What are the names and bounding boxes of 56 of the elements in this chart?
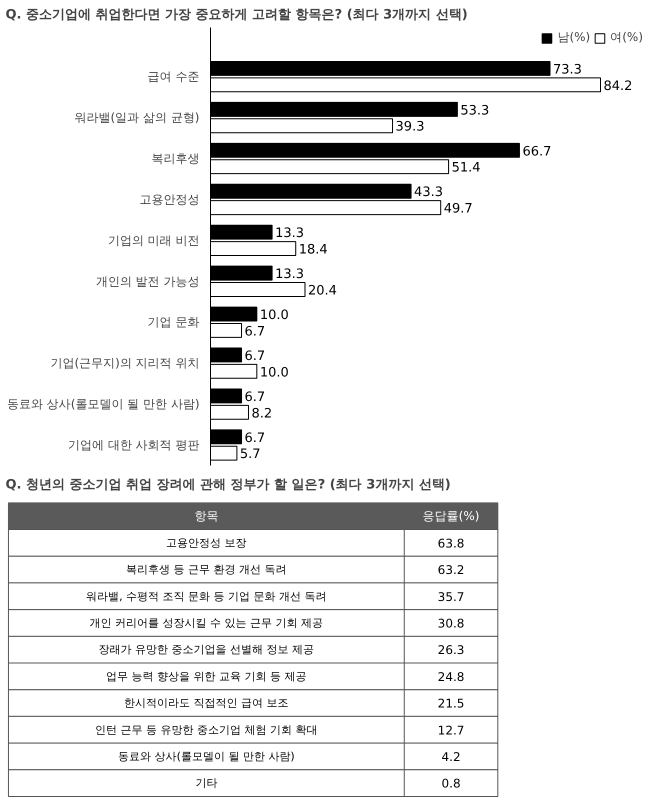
category-label: 장래가 유망한 중소기업을 선별해 정보 제공 (98, 643, 314, 656)
data-label: 21.5 (438, 696, 464, 711)
text: Q. 청년의 중소기업 취업 장려에 관해 정부가 할 일은? (최다 3개까지 선택) (6, 478, 451, 492)
data-label: 5.7 (240, 447, 261, 462)
category-label: 한시적이라도 직접적인 급여 보조 (124, 696, 289, 710)
chart-title: Q. 중소기업에 취업한다면 가장 중요하게 고려할 항목은? (최다 3개까지 선택) (6, 8, 468, 22)
category-label: 워라밸, 수평적 조직 문화 등 기업 문화 개선 독려 (86, 590, 327, 603)
data-label: 53.3 (460, 103, 490, 118)
y-tick-label: 고용안정성 (140, 192, 200, 206)
data-label: 6.7 (244, 430, 266, 446)
data-label: 26.3 (438, 643, 464, 658)
y-tick-label: 급여 수준 (148, 70, 200, 84)
data-label: 49.7 (444, 202, 473, 217)
data-label: 8.2 (251, 406, 272, 422)
data-label: 35.7 (438, 590, 464, 604)
data-label: 51.4 (452, 160, 481, 176)
text: 항목 (194, 509, 218, 524)
data-label: 10.0 (260, 365, 289, 380)
data-label: 18.4 (298, 242, 328, 258)
legend-label: 남(%) (557, 29, 590, 46)
data-label: 84.2 (604, 78, 632, 94)
data-label: 63.8 (438, 536, 464, 550)
category-label: 동료와 상사(롤모델이 될 만한 사람) (118, 750, 295, 763)
data-label: 6.7 (244, 324, 266, 340)
data-label: 0.8 (441, 776, 461, 791)
text: 응답률(%) (422, 509, 480, 524)
data-label: 39.3 (396, 120, 424, 135)
data-label: 43.3 (414, 185, 444, 200)
y-tick-label: 복리후생 (152, 151, 200, 166)
data-label: 20.4 (308, 283, 337, 298)
category-label: 인턴 근무 등 유망한 중소기업 체험 기회 확대 (95, 723, 318, 736)
data-label: 30.8 (438, 616, 464, 630)
category-label: 개인 커리어를 성장시킬 수 있는 근무 기회 제공 (90, 616, 324, 630)
data-label: 66.7 (522, 144, 552, 160)
data-label: 73.3 (553, 62, 582, 78)
data-label: 13.3 (275, 226, 304, 242)
y-tick-label: 기업 문화 (148, 315, 200, 330)
data-label: 13.3 (275, 267, 304, 282)
y-tick-label: 기업의 미래 비전 (108, 233, 200, 248)
y-tick-label: 워라밸(일과 삶의 균형) (74, 110, 200, 125)
data-label: 6.7 (244, 390, 266, 405)
data-label: 10.0 (260, 308, 289, 324)
legend-label: 여(%) (610, 29, 643, 46)
category-label: 복리후생 등 근무 환경 개선 독려 (126, 563, 287, 576)
y-tick-label: 기업에 대한 사회적 평판 (68, 438, 200, 452)
category-label: 업무 능력 향상을 위한 교육 기회 등 제공 (106, 670, 307, 683)
category-label: 기타 (195, 776, 218, 790)
data-label: 24.8 (438, 670, 464, 684)
data-label: 6.7 (244, 348, 266, 364)
category-label: 고용안정성 보장 (166, 536, 247, 550)
y-tick-label: 동료와 상사(롤모델이 될 만한 사람) (6, 397, 200, 412)
data-label: 63.2 (438, 563, 464, 578)
y-tick-label: 개인의 발전 가능성 (96, 274, 200, 288)
y-tick-label: 기업(근무지)의 지리적 위치 (50, 356, 200, 370)
data-label: 12.7 (438, 723, 464, 738)
data-label: 4.2 (441, 750, 461, 764)
